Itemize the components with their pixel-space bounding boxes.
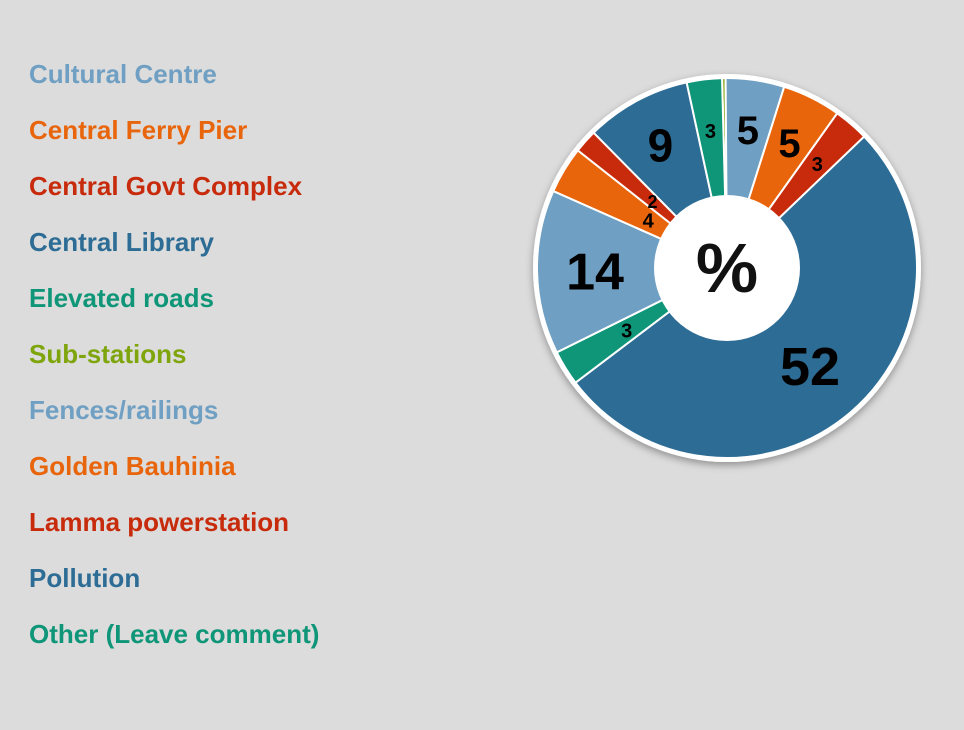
pie-slice-label: 3	[621, 320, 632, 342]
pie-slice-label: 5	[737, 109, 759, 153]
legend-item: Golden Bauhinia	[29, 451, 236, 481]
pie-slice-label: 3	[812, 154, 823, 176]
legend-item: Pollution	[29, 563, 141, 593]
legend-item: Central Library	[29, 227, 214, 257]
pie-slice-label: 9	[648, 119, 674, 171]
pie-slice-label: 4	[643, 211, 655, 233]
pie-center-label: %	[696, 229, 758, 307]
legend-item: Cultural Centre	[29, 59, 217, 89]
pie-slice-label: 14	[566, 244, 624, 302]
legend-item: Lamma powerstation	[29, 507, 290, 537]
pie-center-hole	[654, 195, 800, 341]
pie-slice-label: 5	[778, 122, 800, 166]
legend-item: Elevated roads	[29, 283, 214, 313]
legend-item: Fences/railings	[29, 395, 219, 425]
pie-slice	[536, 189, 730, 354]
pie-slice-label: 2	[647, 192, 657, 212]
pie-slice-label: 52	[780, 337, 840, 397]
legend-item: Other (Leave comment)	[29, 619, 320, 649]
legend-item: Central Ferry Pier	[29, 115, 248, 145]
legend-item: Sub-stations	[29, 339, 187, 369]
pie-slice-label: 3	[705, 121, 716, 143]
legend-item: Central Govt Complex	[29, 171, 303, 201]
legend: Cultural Centre Central Ferry Pier Central…	[29, 56, 319, 672]
